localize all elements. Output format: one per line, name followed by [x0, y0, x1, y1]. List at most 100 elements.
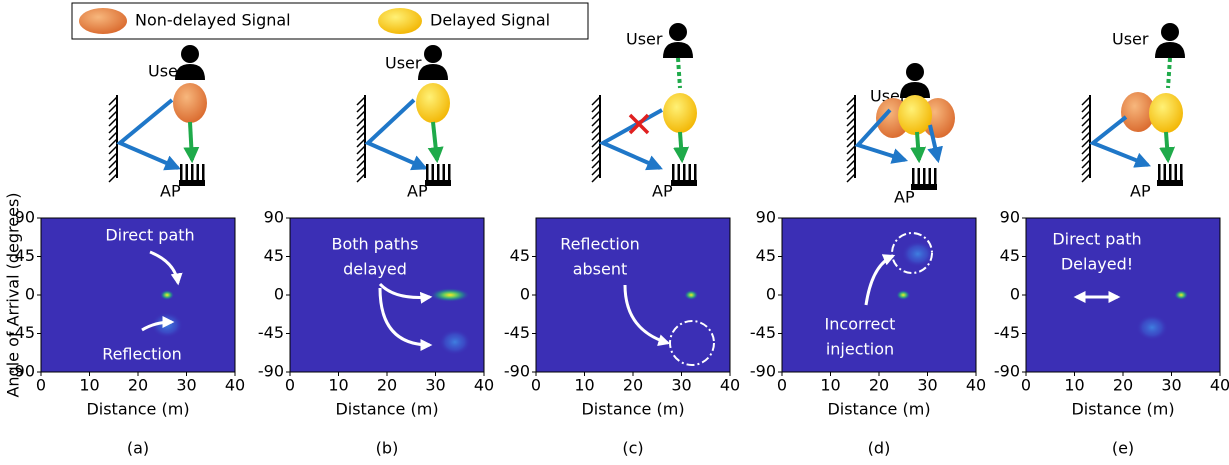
signal-blob	[1121, 92, 1155, 132]
ap-label: AP	[160, 182, 181, 201]
wall-hatch	[591, 138, 601, 148]
direct-path	[183, 121, 200, 164]
ap-antenna	[437, 164, 440, 180]
wall-hatch	[356, 96, 366, 106]
wall-hatch	[356, 110, 366, 120]
ap-label: AP	[894, 188, 915, 207]
wall-hatch	[1081, 96, 1091, 106]
wall-hatch	[108, 103, 118, 113]
ap-label: AP	[407, 182, 428, 201]
direct-path	[673, 131, 690, 164]
x-tick-label: 10	[574, 376, 594, 395]
highlight-circle	[669, 320, 715, 366]
y-tick-label: -45	[9, 323, 35, 342]
ap-antenna	[426, 164, 429, 180]
x-tick-label: 40	[225, 376, 245, 395]
wall-hatch	[108, 173, 118, 183]
ap-antenna	[688, 164, 691, 180]
wall-hatch	[846, 110, 856, 120]
wall-hatch	[846, 117, 856, 127]
wall-hatch	[356, 152, 366, 162]
panel-label: (a)	[127, 439, 149, 458]
heatmap-spot	[438, 329, 471, 356]
wall-hatch	[846, 96, 856, 106]
x-axis-label: Distance (m)	[335, 400, 438, 419]
x-tick-label: 20	[128, 376, 148, 395]
x-tick-label: 0	[531, 376, 541, 395]
wall-hatch	[591, 110, 601, 120]
panel-label: (d)	[868, 439, 891, 458]
user-body	[663, 42, 693, 58]
ap-antenna	[448, 164, 451, 180]
wall-hatch	[108, 124, 118, 134]
wall-hatch	[846, 103, 856, 113]
annotation-arrow	[623, 284, 671, 346]
x-tick-label: 30	[917, 376, 937, 395]
annotation-arrow	[141, 316, 175, 332]
y-tick-label: -45	[994, 323, 1020, 342]
y-tick-label: -90	[9, 362, 35, 381]
reflection-path	[364, 98, 428, 171]
signal-blob	[1149, 93, 1183, 133]
signal-blob	[416, 83, 450, 123]
wall-hatch	[108, 96, 118, 106]
ap-antenna	[694, 164, 697, 180]
wall-hatch	[591, 117, 601, 127]
x-tick-label: 10	[1064, 376, 1084, 395]
user-head	[1161, 23, 1179, 41]
annotation: Direct path	[105, 226, 194, 245]
ap-antenna	[934, 168, 937, 184]
ap-antenna	[928, 168, 931, 184]
user-head	[181, 45, 199, 63]
user-label: User	[1112, 30, 1149, 49]
x-axis-label: Distance (m)	[86, 400, 189, 419]
x-tick-label: 40	[474, 376, 494, 395]
user-body	[175, 64, 205, 80]
y-tick-label: 0	[1010, 285, 1020, 304]
legend-icon	[378, 8, 422, 34]
annotation: Direct path	[1052, 230, 1141, 249]
wall-hatch	[591, 152, 601, 162]
ap-base	[425, 180, 451, 186]
annotation-arrow	[864, 254, 896, 306]
x-tick-label: 0	[1021, 376, 1031, 395]
wall-hatch	[1081, 110, 1091, 120]
x-tick-label: 20	[623, 376, 643, 395]
x-tick-label: 0	[285, 376, 295, 395]
x-tick-label: 10	[328, 376, 348, 395]
wall-hatch	[108, 117, 118, 127]
annotation: absent	[573, 260, 628, 279]
ap-antenna	[431, 164, 434, 180]
wall-hatch	[1081, 124, 1091, 134]
ap-antenna	[1163, 164, 1166, 180]
ap-antenna	[1169, 164, 1172, 180]
y-tick-label: 45	[264, 246, 284, 265]
y-tick-label: -90	[750, 362, 776, 381]
x-tick-label: 40	[1210, 376, 1229, 395]
wall-hatch	[356, 103, 366, 113]
wall-hatch	[846, 173, 856, 183]
x-axis-label: Distance (m)	[827, 400, 930, 419]
ap-antenna	[923, 168, 926, 184]
x-tick-label: 30	[176, 376, 196, 395]
ap-antenna	[185, 164, 188, 180]
annotation-arrow	[378, 287, 433, 351]
y-tick-label: 90	[1000, 208, 1020, 227]
wall-hatch	[356, 131, 366, 141]
wall-hatch	[591, 145, 601, 155]
direct-path	[1159, 131, 1176, 164]
legend-box	[71, 2, 589, 40]
annotation: Incorrect	[825, 315, 896, 334]
wall-hatch	[846, 138, 856, 148]
wall-hatch	[108, 145, 118, 155]
heatmap-spot	[430, 288, 471, 302]
heatmap-bg	[41, 218, 235, 372]
reflection-path	[1089, 115, 1151, 168]
signal-blob	[663, 93, 697, 133]
y-tick-label: -45	[258, 323, 284, 342]
panel-label: (e)	[1112, 439, 1134, 458]
wall-hatch	[846, 152, 856, 162]
x-tick-label: 20	[377, 376, 397, 395]
user-head	[906, 63, 924, 81]
heatmap-spot	[1174, 290, 1189, 300]
